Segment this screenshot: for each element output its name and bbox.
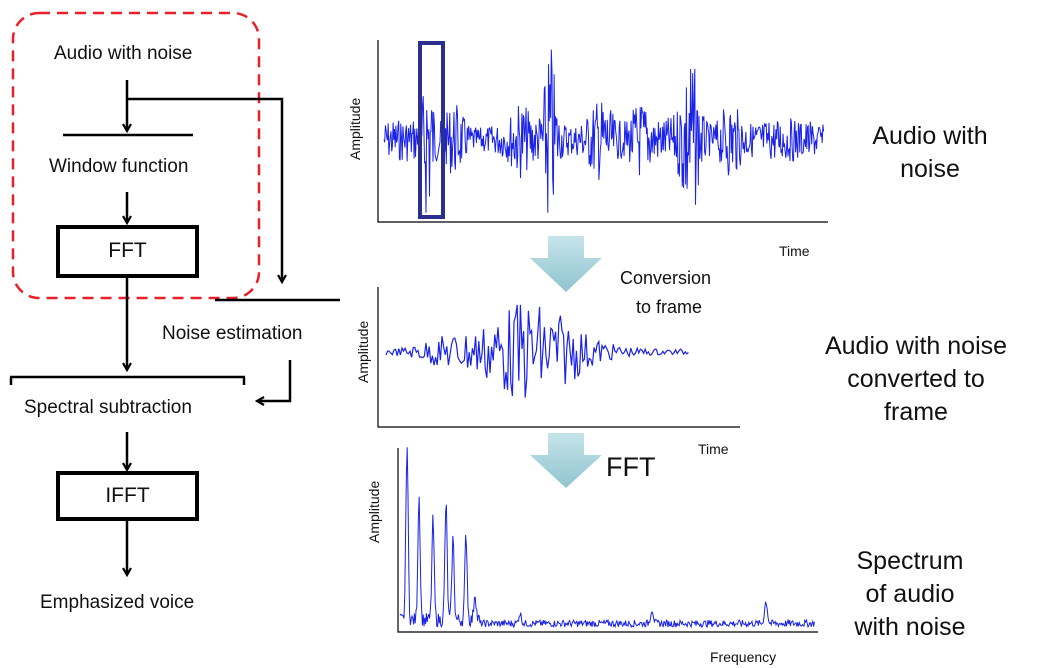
bottom-right-label-line1: Spectrum <box>856 547 964 575</box>
bottom-right-label: Spectrum of audio with noise <box>830 545 990 644</box>
top-waveform <box>383 49 825 213</box>
top-plot-axes <box>377 40 828 223</box>
middle-waveform <box>385 304 689 398</box>
top-right-label-line1: Audio with <box>872 122 988 150</box>
ifft-box <box>56 471 199 521</box>
branch-to-noise-estimation <box>127 97 282 282</box>
spectrum-curve <box>399 447 815 629</box>
top-right-label-line2: noise <box>900 155 960 183</box>
conversion-caption-line2: to frame <box>636 297 703 317</box>
spectral-subtraction-label: Spectral subtraction <box>24 397 192 418</box>
middle-right-label-line1: Audio with noise <box>824 332 1008 360</box>
emphasized-voice-label: Emphasized voice <box>40 592 195 613</box>
noise-to-subtraction-arrow <box>257 360 292 401</box>
fft-region-dashed-outline <box>11 11 261 300</box>
middle-right-label: Audio with noise converted to frame <box>795 330 1037 429</box>
middle-plot-ylabel: Amplitude <box>355 320 371 383</box>
noise-estimation-label: Noise estimation <box>162 323 303 344</box>
bottom-plot-axes <box>397 448 818 633</box>
top-right-label: Audio with noise <box>850 120 1010 186</box>
window-function-label: Window function <box>49 156 189 177</box>
ifft-box-label: IFFT <box>105 484 150 507</box>
bottom-right-label-line3: with noise <box>854 613 966 641</box>
input-audio-label: Audio with noise <box>54 43 193 64</box>
fft-caption: FFT <box>606 452 656 482</box>
conversion-down-arrow <box>530 236 602 292</box>
middle-plot-axes <box>377 287 740 428</box>
fft-box <box>56 225 199 278</box>
middle-plot-xlabel: Time <box>698 441 729 457</box>
bottom-plot-xlabel: Frequency <box>710 649 777 665</box>
middle-right-label-line2: converted to <box>847 365 985 393</box>
bottom-plot-ylabel: Amplitude <box>366 480 382 543</box>
top-plot-xlabel: Time <box>779 243 810 259</box>
middle-right-label-line3: frame <box>884 398 948 426</box>
flowchart-connectors <box>9 80 340 575</box>
top-plot-ylabel: Amplitude <box>347 97 363 160</box>
plot-axes <box>377 40 828 633</box>
fft-box-label: FFT <box>108 239 147 262</box>
fft-down-arrow <box>530 433 602 488</box>
bottom-right-label-line2: of audio <box>865 580 955 608</box>
conversion-caption-line1: Conversion <box>620 268 712 288</box>
frame-highlight-box <box>418 41 445 219</box>
